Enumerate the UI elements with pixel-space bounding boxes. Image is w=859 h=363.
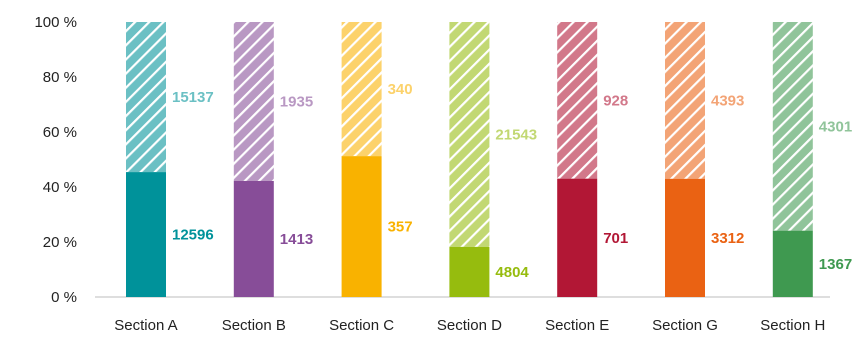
value-label-hatched: 4301 bbox=[819, 118, 852, 135]
bar-segment-hatched bbox=[557, 22, 598, 179]
y-tick-label: 40 % bbox=[43, 179, 77, 196]
value-labels: 15137 12596 1935 1413 340 357 21543 4804 928 701 4… bbox=[172, 81, 852, 281]
value-label-hatched: 4393 bbox=[711, 92, 744, 109]
value-label-hatched: 1935 bbox=[280, 93, 313, 110]
bar-segment-hatched bbox=[126, 22, 166, 173]
value-label-hatched: 928 bbox=[603, 92, 628, 109]
y-axis: 0 % 20 % 40 % 60 % 80 % 100 % bbox=[34, 14, 830, 306]
value-label-solid: 12596 bbox=[172, 227, 214, 244]
bar-segment-solid bbox=[665, 178, 705, 297]
category-label: Section E bbox=[545, 317, 609, 334]
value-label-solid: 701 bbox=[603, 230, 628, 247]
category-label: Section D bbox=[437, 317, 502, 334]
bars bbox=[126, 22, 813, 297]
y-tick-label: 60 % bbox=[43, 124, 77, 141]
value-label-solid: 357 bbox=[388, 219, 413, 236]
x-axis: Section A Section B Section C Section D Sect… bbox=[114, 317, 825, 334]
y-tick-label: 0 % bbox=[51, 289, 77, 306]
value-label-hatched: 340 bbox=[388, 81, 413, 98]
value-label-solid: 1413 bbox=[280, 231, 313, 248]
category-label: Section G bbox=[652, 317, 718, 334]
value-label-solid: 1367 bbox=[819, 256, 852, 273]
bar-segment-hatched bbox=[233, 22, 274, 181]
category-label: Section B bbox=[222, 317, 286, 334]
bar-segment-solid bbox=[557, 178, 598, 297]
bar-segment-solid bbox=[772, 230, 813, 297]
category-label: Section H bbox=[760, 317, 825, 334]
y-tick-label: 100 % bbox=[34, 14, 77, 31]
bar-segment-hatched bbox=[772, 22, 813, 231]
bar-segment-solid bbox=[449, 246, 490, 297]
bar-segment-hatched bbox=[341, 22, 382, 157]
bar-segment-hatched bbox=[449, 22, 490, 247]
value-label-hatched: 21543 bbox=[495, 126, 537, 143]
category-label: Section A bbox=[114, 317, 177, 334]
y-tick-label: 80 % bbox=[43, 69, 77, 86]
bar-segment-solid bbox=[341, 156, 382, 297]
y-tick-label: 20 % bbox=[43, 234, 77, 251]
bar-segment-hatched bbox=[665, 22, 705, 179]
bar-segment-solid bbox=[126, 172, 166, 297]
category-label: Section C bbox=[329, 317, 394, 334]
value-label-solid: 3312 bbox=[711, 230, 744, 247]
value-label-solid: 4804 bbox=[495, 264, 529, 281]
bar-segment-solid bbox=[233, 180, 274, 297]
value-label-hatched: 15137 bbox=[172, 89, 214, 106]
